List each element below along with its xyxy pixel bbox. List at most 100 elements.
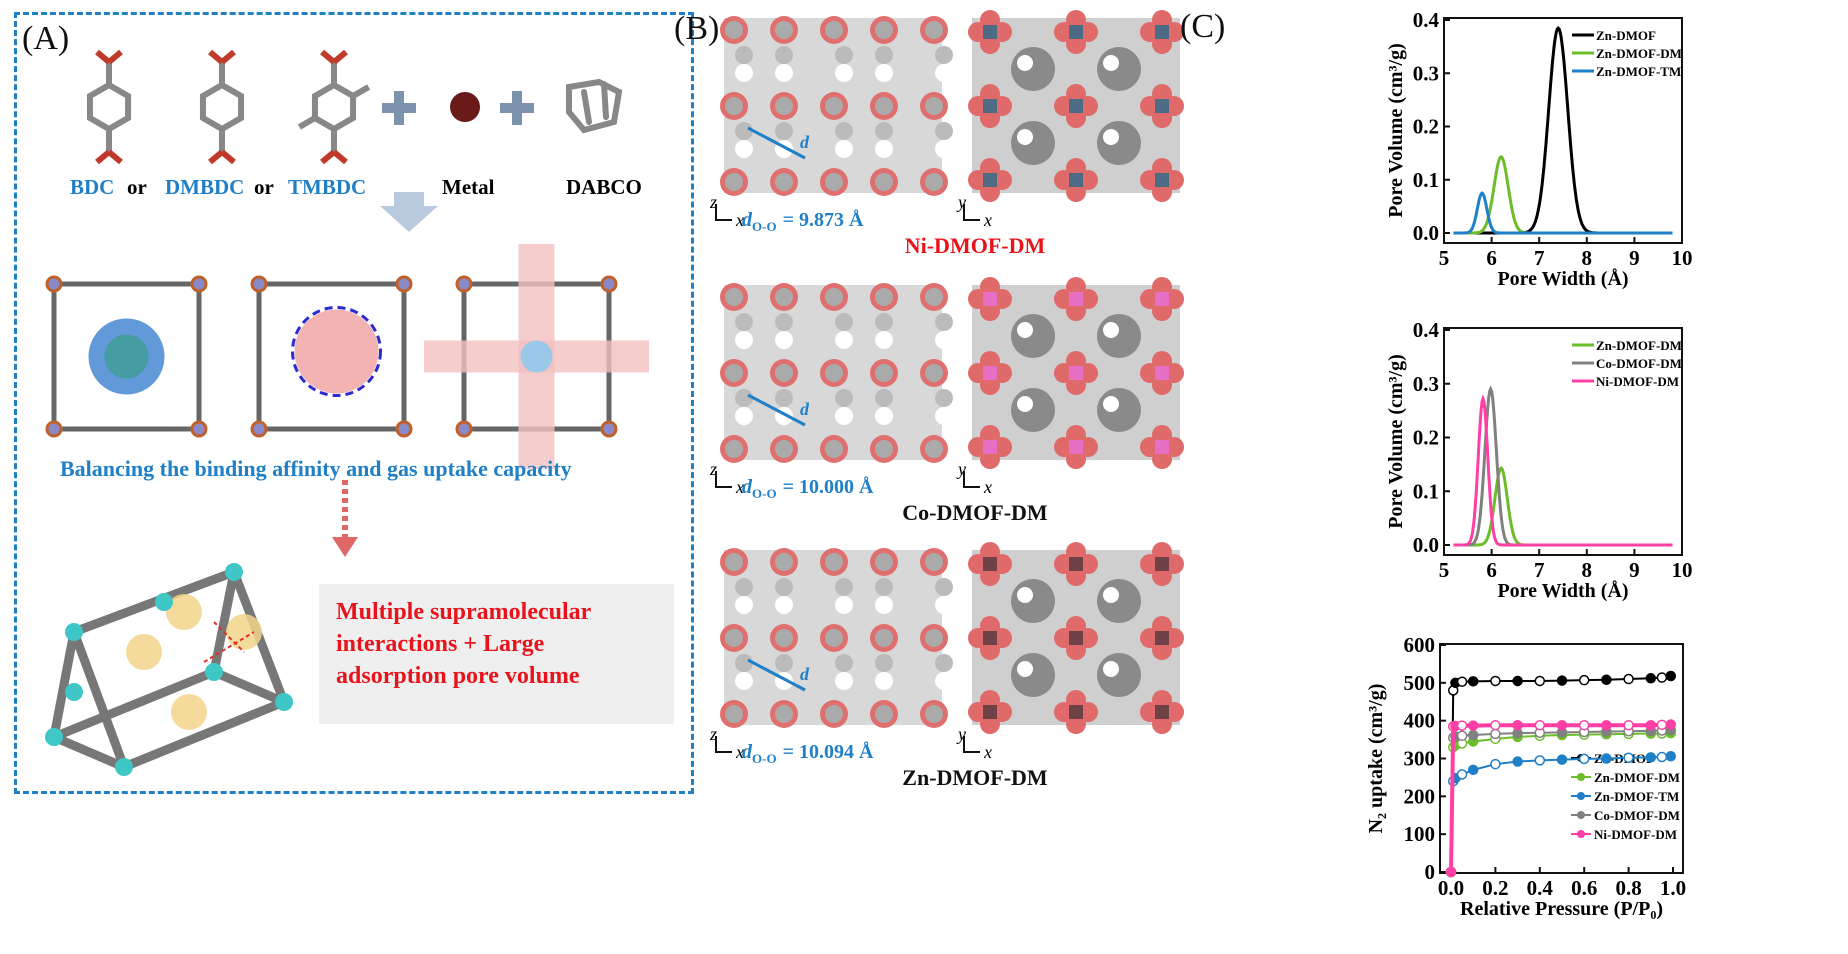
x-tick-label: 8 (1582, 558, 1593, 582)
or-label: or (127, 175, 147, 199)
hydrogen-atom (735, 331, 753, 349)
structure-name: Ni-DMOF-DM (905, 233, 1046, 258)
hydrogen-atom (935, 331, 953, 349)
structure-name: Zn-DMOF-DM (902, 765, 1048, 790)
hydrogen-atom (935, 140, 953, 158)
axis-label-vertical: y (956, 724, 966, 744)
data-point (1456, 730, 1468, 742)
metal-atom (1069, 25, 1083, 39)
x-tick-label: 10 (1672, 246, 1693, 270)
legend-label: Ni-DMOF-DM (1594, 827, 1677, 842)
metal-node (455, 275, 473, 293)
metal-atom (983, 440, 997, 454)
hydrogen-atom (935, 578, 953, 596)
linker-molecule-icon (199, 49, 245, 165)
hydrogen-atom (775, 654, 793, 672)
y-tick-label: 500 (1404, 671, 1436, 695)
atom (725, 440, 743, 458)
axis-arrows (963, 736, 980, 753)
hydrogen-atom (775, 313, 793, 331)
structure-name: Co-DMOF-DM (902, 500, 1048, 525)
x-tick-label: 0.4 (1527, 876, 1554, 900)
d-subscript: O-O (752, 219, 777, 234)
data-point (1467, 764, 1479, 776)
hydrogen-atom (835, 596, 853, 614)
plus-icon (500, 91, 534, 125)
distance-label: dO-O = 10.000 Å (742, 475, 874, 501)
x-tick-label: 0.0 (1438, 876, 1464, 900)
metal-node (155, 593, 173, 611)
structure-side-view (720, 283, 953, 463)
linker-atoms (1097, 653, 1141, 697)
data-point (1490, 719, 1501, 731)
distance-marker (747, 393, 806, 427)
hydrogen-atom (1017, 396, 1033, 412)
linker-molecule-icon (297, 49, 371, 165)
x-tick-label: 7 (1534, 246, 1545, 270)
linker-atoms (1011, 314, 1055, 358)
atom (825, 364, 843, 382)
cage-edge (209, 571, 239, 673)
atom (825, 705, 843, 723)
axis-arrows (715, 736, 732, 753)
metal-atom (1155, 705, 1169, 719)
y-tick-label: 100 (1404, 822, 1436, 846)
data-point (1665, 670, 1677, 682)
hydrogen-atom (735, 122, 753, 140)
result-text: Multiple supramolecular interactions + L… (336, 596, 591, 692)
data-point (1578, 753, 1590, 765)
atom (875, 173, 893, 191)
interaction-line (203, 631, 255, 663)
x-tick-label: 5 (1439, 246, 1450, 270)
metal-node (600, 275, 618, 293)
axis-label-vertical: z (709, 192, 717, 212)
d-marker: d (800, 399, 810, 419)
data-point (1623, 752, 1634, 763)
axis-label-vertical: y (956, 459, 966, 479)
legend-marker (1577, 773, 1585, 781)
hydrogen-atom (935, 654, 953, 672)
x-tick-label: 1.0 (1660, 876, 1686, 900)
series-line-Ni-DMOF-DM (1453, 393, 1673, 547)
x-tick-label: 0.6 (1571, 876, 1597, 900)
data-point (1645, 673, 1657, 684)
guest-molecule (126, 634, 162, 670)
d-value: = 10.000 Å (783, 475, 874, 498)
hydrogen-atom (935, 389, 953, 407)
metal-atom (1069, 99, 1083, 113)
hydrogen-atom (1017, 587, 1033, 603)
cage-edge (69, 630, 129, 769)
metal-node (225, 563, 243, 581)
hydrogen-atom (775, 46, 793, 64)
guest-molecule (166, 594, 202, 630)
panel-a-frame (14, 12, 694, 794)
metal-atom (1069, 366, 1083, 380)
linker-dmbdc-label: DMBDC (165, 175, 245, 199)
atom (825, 21, 843, 39)
structure-side-view (720, 548, 953, 728)
legend-label: Zn-DMOF-TM (1594, 789, 1679, 804)
methyl-group (351, 84, 371, 99)
y-tick-label: 0.2 (1413, 426, 1439, 450)
dabco-label: DABCO (566, 175, 642, 199)
hydrogen-atom (835, 407, 853, 425)
atom (775, 21, 793, 39)
axis-label-vertical: z (709, 459, 717, 479)
data-point (1512, 719, 1523, 731)
data-point (1623, 719, 1634, 731)
axis-arrows (963, 204, 980, 221)
d-symbol: d (742, 476, 753, 498)
metal-node (190, 420, 208, 438)
hydrogen-atom (835, 672, 853, 690)
highlight-circle (291, 306, 382, 397)
metal-sphere-icon (450, 92, 480, 122)
data-point (1665, 719, 1677, 730)
hydrogen-atom (875, 578, 893, 596)
hydrogen-atom (735, 654, 753, 672)
linker-atoms (1011, 388, 1055, 432)
benzene-ring (199, 81, 245, 133)
hydrogen-atom (835, 331, 853, 349)
hydrogen-atom (875, 389, 893, 407)
metal-node (250, 275, 268, 293)
carboxyl-oxygen (220, 49, 236, 65)
